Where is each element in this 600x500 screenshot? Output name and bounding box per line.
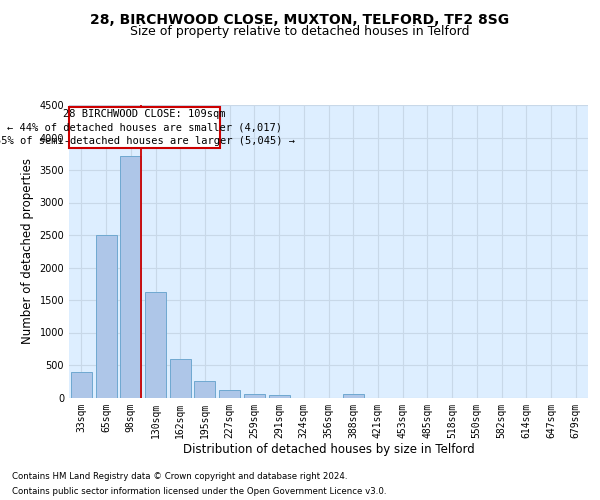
Text: Contains HM Land Registry data © Crown copyright and database right 2024.: Contains HM Land Registry data © Crown c…	[12, 472, 347, 481]
Bar	[244, 394, 265, 398]
Bar	[343, 394, 364, 398]
Bar	[95, 235, 116, 398]
Bar	[120, 156, 141, 398]
Bar	[71, 372, 92, 398]
Text: ← 44% of detached houses are smaller (4,017): ← 44% of detached houses are smaller (4,…	[7, 122, 282, 132]
Text: 28, BIRCHWOOD CLOSE, MUXTON, TELFORD, TF2 8SG: 28, BIRCHWOOD CLOSE, MUXTON, TELFORD, TF…	[91, 12, 509, 26]
Bar	[170, 359, 191, 398]
Bar	[219, 390, 240, 398]
Text: Size of property relative to detached houses in Telford: Size of property relative to detached ho…	[130, 25, 470, 38]
Bar	[269, 395, 290, 398]
Text: 55% of semi-detached houses are larger (5,045) →: 55% of semi-detached houses are larger (…	[0, 136, 295, 146]
FancyBboxPatch shape	[70, 106, 220, 148]
X-axis label: Distribution of detached houses by size in Telford: Distribution of detached houses by size …	[182, 443, 475, 456]
Bar	[145, 292, 166, 398]
Bar	[194, 381, 215, 398]
Text: 28 BIRCHWOOD CLOSE: 109sqm: 28 BIRCHWOOD CLOSE: 109sqm	[64, 109, 226, 119]
Y-axis label: Number of detached properties: Number of detached properties	[21, 158, 34, 344]
Text: Contains public sector information licensed under the Open Government Licence v3: Contains public sector information licen…	[12, 487, 386, 496]
